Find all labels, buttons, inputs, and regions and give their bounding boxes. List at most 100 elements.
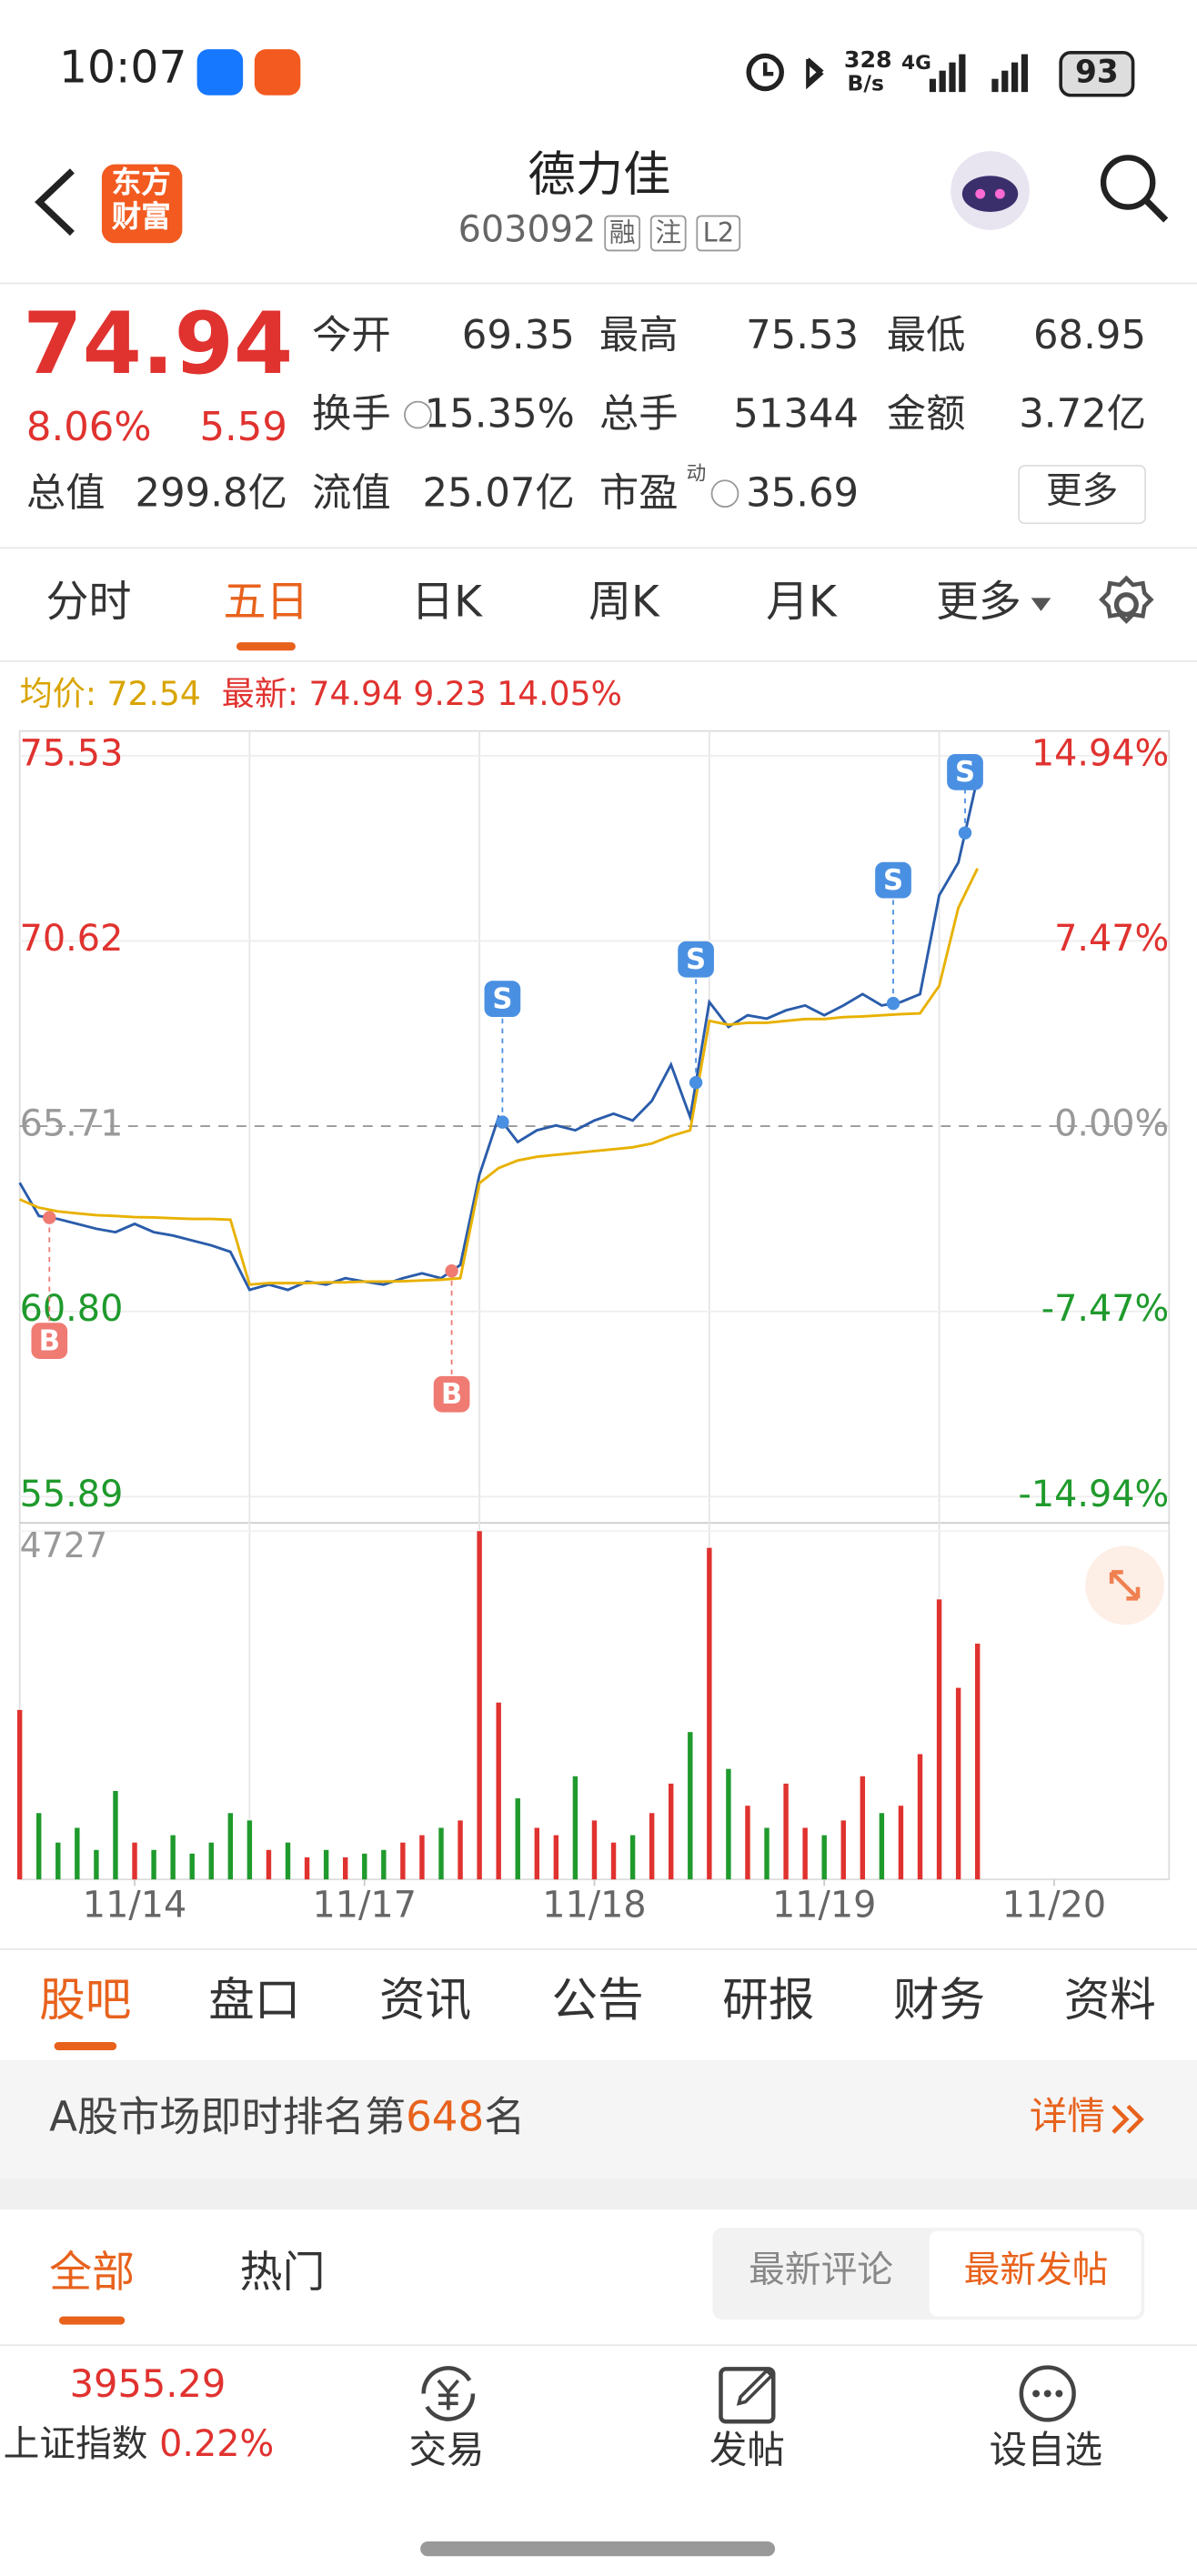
search-button[interactable] [1097, 151, 1172, 226]
trade-badge [31, 1323, 68, 1359]
stat-value: 299.8亿 [135, 469, 287, 517]
section-tab[interactable]: 资讯 [378, 1973, 472, 2028]
volume-bar [381, 1849, 387, 1880]
period-tab[interactable]: 日K [411, 578, 482, 628]
app-icon [254, 49, 301, 96]
active-tab-indicator [58, 2316, 126, 2325]
active-tab-indicator [236, 642, 296, 651]
app-icon [196, 49, 244, 96]
more-button-label: 更多 [1045, 471, 1119, 513]
section-tab[interactable]: 资料 [1063, 1973, 1156, 2028]
net-speed: 328 [843, 47, 892, 75]
section-tab[interactable]: 研报 [722, 1973, 815, 2028]
section-tab[interactable]: 财务 [893, 1973, 986, 2028]
latest-price: 最新: 74.94 9.23 14.05% [221, 673, 622, 713]
sort-option[interactable]: 最新发帖 [963, 2250, 1109, 2292]
stat-label: 最高 [598, 312, 679, 358]
expand-icon [1109, 1570, 1141, 1601]
index-name: 上证指数 [3, 2424, 148, 2466]
period-tab[interactable]: 月K [766, 578, 837, 628]
volume-bar [170, 1835, 176, 1880]
volume-bar [304, 1857, 310, 1880]
divider [0, 660, 1197, 662]
action-label[interactable]: 发帖 [709, 2430, 785, 2473]
stat-value: 25.07亿 [422, 469, 575, 517]
info-icon[interactable] [710, 479, 739, 508]
assistant-avatar[interactable] [944, 145, 1036, 236]
volume-tick-label: 4727 [20, 1525, 107, 1565]
divider [0, 547, 1197, 549]
volume-bar [745, 1806, 750, 1880]
trade-label: S [492, 983, 512, 1015]
action-label[interactable]: 设自选 [989, 2430, 1103, 2473]
volume-bar [879, 1813, 885, 1880]
dropdown-arrow [1031, 598, 1051, 611]
stock-name: 德力佳 [528, 146, 671, 203]
trade-point [689, 1075, 703, 1090]
trade-badge [947, 753, 983, 790]
period-tab[interactable]: 分时 [45, 578, 132, 628]
trade-label: S [955, 757, 975, 789]
trade-badge [484, 981, 521, 1018]
home-indicator [420, 2541, 776, 2557]
stat-label: 最低 [886, 312, 966, 358]
volume-bar [649, 1813, 655, 1880]
volume-bar [515, 1798, 520, 1880]
status-time: 10:07 [58, 42, 187, 94]
volume-bar [534, 1827, 540, 1880]
spacer [0, 2178, 1197, 2210]
volume-bar [266, 1849, 272, 1880]
price-line [18, 777, 980, 1292]
status-icons [746, 53, 824, 92]
info-icon[interactable] [404, 400, 432, 429]
back-button[interactable] [29, 165, 78, 240]
volume-bar [726, 1768, 731, 1880]
volume-bar [16, 1709, 23, 1880]
trade-label: B [39, 1325, 60, 1357]
volume-bar [591, 1820, 598, 1880]
feed-tab[interactable]: 热门 [239, 2249, 326, 2299]
settings-button[interactable] [1095, 573, 1158, 636]
index-line[interactable]: 上证指数 0.22% [4, 2428, 275, 2464]
tag: 融 [604, 215, 641, 252]
volume-bar [362, 1853, 367, 1880]
y2-tick-label: 7.47% [1054, 918, 1169, 960]
sort-option[interactable]: 最新评论 [749, 2250, 894, 2292]
ranking-link[interactable]: 详情 [1029, 2096, 1105, 2139]
volume-bar [189, 1853, 195, 1880]
volume-bar [477, 1531, 482, 1880]
volume-bar [974, 1643, 981, 1880]
section-tab[interactable]: 盘口 [208, 1973, 301, 2028]
section-tab[interactable]: 公告 [551, 1973, 644, 2028]
volume-bar [323, 1849, 329, 1880]
trade-point [445, 1264, 458, 1278]
volume-bar [553, 1835, 559, 1880]
stat-label: 流值 [311, 469, 391, 517]
action-label[interactable]: 交易 [408, 2430, 485, 2473]
period-tab[interactable]: 五日 [223, 578, 309, 628]
period-tab[interactable]: 周K [588, 578, 659, 628]
volume-bar [572, 1776, 578, 1880]
stat-value: 15.35% [424, 390, 575, 438]
stat-label: 今开 [311, 312, 391, 358]
trade-icon [421, 2366, 476, 2421]
avg-price: 均价: 72.54 [19, 673, 201, 713]
volume-bar [917, 1754, 923, 1880]
volume-bar [669, 1783, 674, 1880]
network: 4G [901, 50, 931, 75]
stat-value: 35.69 [746, 469, 860, 517]
y2-tick-label: -7.47% [1041, 1288, 1169, 1330]
signal [929, 54, 1029, 93]
more-button[interactable] [1018, 465, 1147, 525]
divider [0, 2344, 1197, 2347]
tag: L2 [696, 215, 741, 252]
y2-tick-label: 14.94% [1031, 732, 1169, 774]
section-tab[interactable]: 股吧 [39, 1973, 132, 2028]
volume-bar [840, 1820, 846, 1880]
trade-point [958, 826, 972, 840]
volume-bar [151, 1849, 156, 1880]
ranking-bar[interactable] [0, 2059, 1197, 2179]
feed-tab[interactable]: 全部 [49, 2249, 136, 2299]
ranking-suffix: 名 [484, 2092, 526, 2141]
period-tab[interactable]: 更多 [935, 578, 1021, 628]
